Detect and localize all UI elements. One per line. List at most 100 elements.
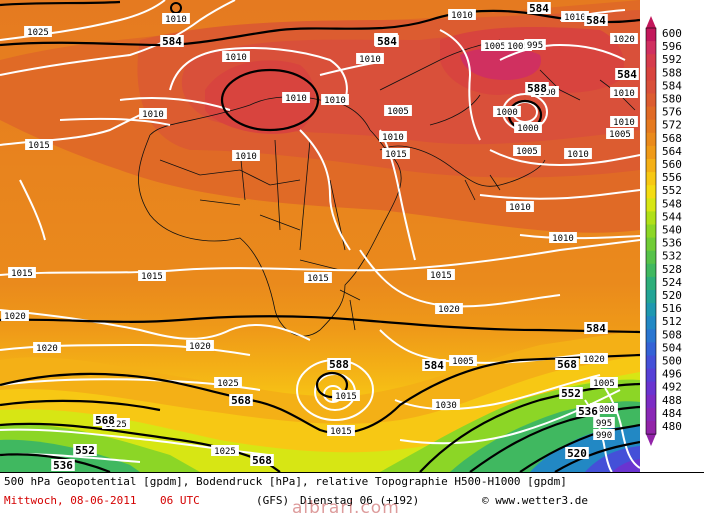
pressure-label-box: [561, 11, 589, 22]
pressure-label: 1010: [509, 203, 531, 213]
pressure-label: 1025: [27, 28, 49, 38]
pressure-label: 1015: [385, 150, 407, 160]
site-credit: © www.wetter3.de: [482, 494, 588, 507]
pressure-label: 1005: [516, 147, 538, 157]
pressure-label-box: [610, 116, 638, 127]
geopotential-label: 588: [527, 82, 547, 95]
pressure-label-box: [610, 33, 638, 44]
legend-swatch: [646, 381, 656, 396]
pressure-label-box: [514, 122, 542, 133]
legend-swatch: [646, 119, 656, 134]
pressure-label-box: [304, 272, 332, 283]
pressure-label: 1005: [593, 379, 615, 389]
legend-value: 536: [662, 237, 682, 250]
warm-band-596: [460, 47, 541, 80]
legend-value: 564: [662, 145, 682, 158]
pressure-label-box: [139, 108, 167, 119]
pressure-label-box: [481, 40, 509, 51]
pressure-label-box: [162, 13, 190, 24]
pressure-label: 1010: [613, 89, 635, 99]
pressure-label: 1015: [11, 269, 33, 279]
geopotential-label-box: [250, 454, 274, 466]
geopotential-label: 536: [53, 459, 73, 472]
legend-swatch: [646, 342, 656, 356]
pressure-label: 1030: [435, 401, 457, 411]
legend-arrow-up: [646, 16, 656, 28]
legend-bar: 6005965925885845805765725685645605565525…: [645, 16, 682, 447]
legend-swatch: [646, 41, 656, 55]
legend-value: 508: [662, 328, 682, 341]
legend-value: 512: [662, 315, 682, 328]
pressure-label: 995: [527, 41, 543, 51]
pressure-label-box: [327, 425, 355, 436]
geopotential-label-box: [160, 35, 184, 47]
pressure-label: 1010: [567, 150, 589, 160]
geopotential-label: 568: [557, 358, 577, 371]
legend-swatch: [646, 329, 656, 343]
geopotential-labels: 5845845885845845845845845885845845685685…: [51, 2, 639, 472]
legend-swatch: [646, 276, 656, 291]
pressure-label: 1010: [235, 152, 257, 162]
legend-value: 544: [662, 210, 682, 223]
legend-value: 500: [662, 355, 682, 368]
model-run: Dienstag 06 (+192): [300, 494, 420, 507]
pressure-label: 1010: [564, 13, 586, 23]
pressure-label-box: [580, 353, 608, 364]
geopotential-label-box: [327, 358, 351, 370]
watermark: albrari.com: [292, 498, 400, 518]
geopotential-label: 568: [95, 414, 115, 427]
legend-swatch: [646, 263, 656, 278]
pressure-label-box: [590, 377, 618, 388]
map-footer: 500 hPa Geopotential [gpdm], Bodendruck …: [0, 472, 704, 518]
legend-swatch: [646, 159, 656, 173]
pressure-label-box: [8, 267, 36, 278]
pressure-label-box: [593, 429, 615, 440]
legend-value: 572: [662, 119, 682, 132]
geopotential-label: 584: [377, 35, 397, 48]
pressure-labels: 1010 1025 1010 1010 1010 1010 1010 1015 1010 1010…: [1, 9, 638, 457]
geopotential-contours: [0, 0, 640, 472]
geopotential-label: 536: [578, 405, 598, 418]
legend-swatch: [646, 54, 656, 68]
pressure-label: 1015: [330, 427, 352, 437]
geopotential-label: 584: [617, 68, 637, 81]
pressure-label-box: [356, 53, 384, 64]
pressure-label-box: [1, 310, 29, 321]
geopotential-label: 568: [231, 394, 251, 407]
legend-swatch: [646, 237, 656, 252]
pressure-label-box: [549, 232, 577, 243]
legend-value: 592: [662, 53, 682, 66]
legend-value: 552: [662, 184, 682, 197]
pressure-label-box: [610, 87, 638, 98]
pressure-label-box: [24, 26, 52, 37]
legend-value: 580: [662, 93, 682, 106]
pressure-label-box: [448, 9, 476, 20]
pressure-label: 1010: [165, 15, 187, 25]
pressure-label-box: [232, 150, 260, 161]
legend-swatch: [646, 303, 656, 317]
geopotential-label-box: [229, 394, 253, 406]
legend-outline: [645, 27, 657, 435]
pressure-label: 1010: [552, 234, 574, 244]
pressure-label: 1015: [28, 141, 50, 151]
pressure-label-box: [590, 403, 618, 414]
pressure-label-box: [504, 40, 532, 51]
pressure-label-box: [138, 270, 166, 281]
geopotential-label: 584: [586, 322, 606, 335]
legend-swatch: [646, 316, 656, 330]
pressure-label-box: [606, 128, 634, 139]
pressure-label: 1005: [609, 130, 631, 140]
geopotential-label-box: [527, 2, 551, 14]
legend-swatch: [646, 28, 656, 42]
geopotential-label-box: [559, 387, 583, 399]
legend-swatch: [646, 355, 656, 370]
pressure-label-box: [214, 377, 242, 388]
geopotential-label: 552: [75, 444, 95, 457]
pressure-label-box: [449, 355, 477, 366]
pressure-label: 1010: [285, 94, 307, 104]
pressure-label-box: [564, 148, 592, 159]
legend-swatch: [646, 80, 656, 94]
legend-value: 560: [662, 158, 682, 171]
pressure-label: 1015: [307, 274, 329, 284]
legend-swatch: [646, 421, 656, 435]
